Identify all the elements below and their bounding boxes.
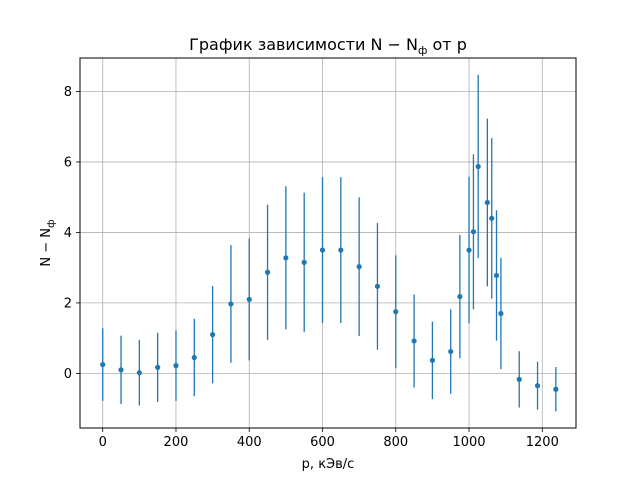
y-tick-label: 0	[64, 367, 72, 382]
data-point	[411, 338, 417, 344]
data-point	[516, 376, 522, 382]
y-tick-label: 6	[64, 155, 72, 170]
data-point	[374, 283, 381, 289]
data-point	[484, 199, 490, 206]
data-point	[448, 348, 454, 355]
data-point	[534, 383, 541, 389]
data-point	[246, 296, 252, 302]
y-tick-label: 8	[64, 85, 72, 100]
data-point	[457, 293, 463, 300]
chart-title: График зависимости N − Nф от p	[189, 35, 467, 57]
data-point	[283, 255, 289, 261]
x-tick-label: 200	[164, 435, 189, 450]
data-point	[210, 332, 216, 338]
plot-frame	[79, 57, 577, 429]
data-point	[489, 215, 495, 221]
data-point	[228, 301, 234, 307]
data-point	[136, 370, 142, 376]
data-point	[264, 269, 271, 275]
y-axis-label-subscript: ф	[46, 219, 57, 228]
data-point	[155, 364, 161, 370]
data-point	[118, 367, 124, 373]
data-point	[100, 361, 106, 368]
data-point	[498, 310, 504, 317]
x-tick-label: 400	[237, 435, 262, 450]
data-point	[493, 272, 500, 279]
x-tick-label: 0	[99, 435, 107, 450]
y-tick-label: 4	[64, 226, 72, 241]
data-point	[470, 229, 477, 235]
x-axis-ticks: 0 200 400 600 800 1000 1200	[99, 428, 559, 450]
data-point	[429, 357, 436, 363]
data-point	[191, 354, 197, 361]
data-point	[338, 247, 344, 253]
y-tick-label: 2	[64, 296, 72, 311]
data-point	[393, 309, 399, 315]
x-tick-label: 800	[383, 435, 408, 450]
data-point	[301, 259, 307, 265]
data-point	[173, 363, 179, 369]
x-tick-label: 1000	[452, 435, 485, 450]
data-point	[475, 163, 481, 170]
y-axis-label: N − Nф	[39, 219, 57, 266]
data-point	[356, 264, 362, 270]
data-point	[466, 247, 472, 253]
y-axis-ticks: 0 2 4 6 8	[64, 85, 80, 382]
data-point	[553, 386, 559, 392]
x-tick-label: 1200	[526, 435, 559, 450]
data-point	[319, 247, 326, 253]
x-axis-label: p, кЭв/с	[302, 457, 355, 472]
x-tick-label: 600	[310, 435, 335, 450]
data-points	[100, 163, 559, 392]
chart-title-subscript: ф	[418, 44, 427, 57]
